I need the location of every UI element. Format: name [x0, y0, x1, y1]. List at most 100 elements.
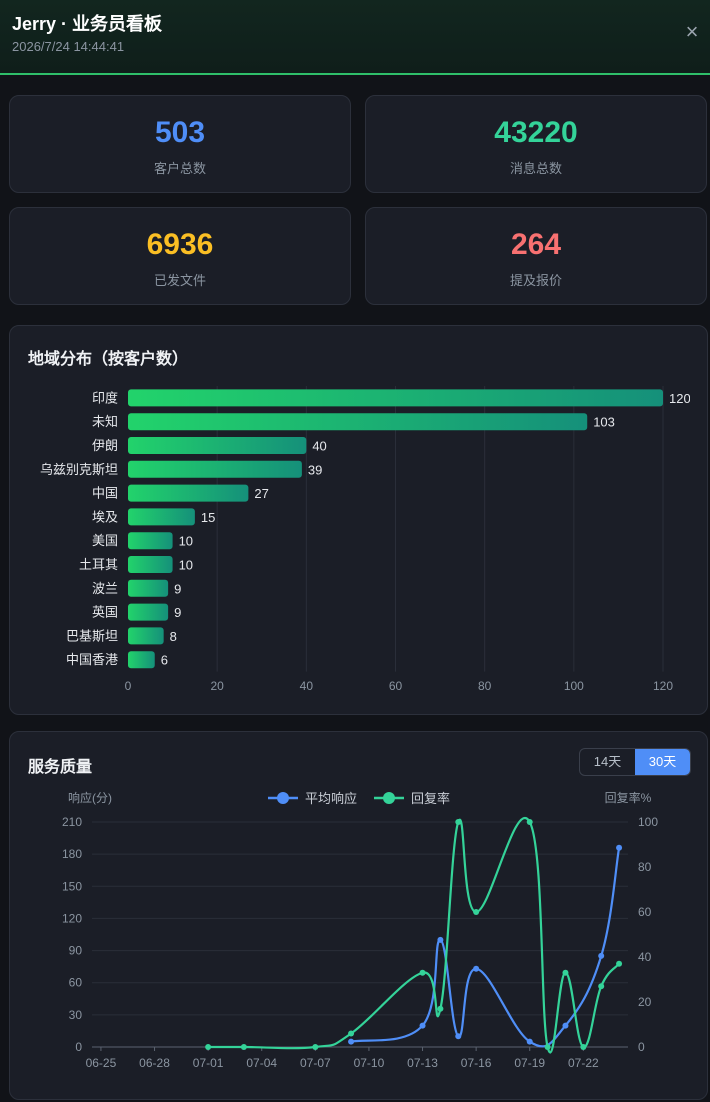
y-left-tick-label: 120 — [62, 911, 82, 925]
x-tick-label: 07-04 — [246, 1056, 277, 1070]
data-point — [526, 1038, 533, 1045]
category-label: 巴基斯坦 — [66, 628, 118, 643]
data-point — [580, 1044, 587, 1050]
y-right-tick-label: 60 — [638, 905, 652, 919]
y-left-tick-label: 90 — [69, 944, 83, 958]
bar-value-label: 103 — [593, 415, 615, 430]
bar — [128, 508, 195, 526]
bar — [128, 556, 173, 573]
stat-label: 已发文件 — [153, 273, 206, 288]
bar-value-label: 9 — [174, 581, 181, 596]
x-tick-label: 60 — [389, 679, 403, 693]
data-point — [598, 983, 605, 990]
range-toggle: 14天 30天 — [579, 748, 691, 776]
legend-label: 回复率 — [411, 791, 450, 806]
stat-value: 6936 — [146, 228, 214, 261]
data-point — [419, 1022, 426, 1029]
bar — [128, 437, 307, 454]
category-label: 土耳其 — [79, 557, 118, 572]
bar — [128, 532, 173, 550]
x-tick-label: 100 — [564, 679, 584, 693]
y-right-tick-label: 0 — [638, 1040, 645, 1054]
data-point — [312, 1044, 319, 1050]
category-label: 中国香港 — [66, 652, 118, 667]
bar — [128, 651, 155, 669]
y-left-tick-label: 150 — [62, 879, 82, 893]
category-label: 埃及 — [92, 509, 118, 524]
bar-value-label: 9 — [174, 605, 181, 620]
y-right-tick-label: 80 — [638, 860, 652, 874]
data-point — [437, 1005, 444, 1012]
stat-card-messages: 43220 消息总数 — [365, 95, 707, 193]
data-point — [348, 1030, 355, 1037]
x-tick-label: 06-28 — [139, 1056, 170, 1070]
y-right-tick-label: 40 — [638, 950, 652, 964]
data-point — [562, 1022, 569, 1029]
y-left-tick-label: 60 — [69, 976, 83, 990]
y-right-tick-label: 100 — [638, 815, 658, 829]
bar-value-label: 15 — [201, 510, 215, 525]
bar-value-label: 39 — [308, 462, 322, 477]
bar — [128, 460, 302, 478]
bar-value-label: 8 — [170, 629, 177, 644]
category-label: 英国 — [92, 605, 118, 620]
bar — [128, 603, 169, 621]
region-title: 地域分布（按客户数） — [28, 351, 189, 368]
x-tick-label: 80 — [478, 679, 492, 693]
bar — [128, 413, 588, 431]
quality-title: 服务质量 — [28, 759, 93, 776]
bar — [128, 389, 663, 407]
y-left-tick-label: 180 — [62, 847, 82, 861]
data-point — [562, 969, 569, 976]
page-title: Jerry · 业务员看板 — [12, 14, 163, 34]
data-point — [455, 1033, 462, 1040]
stat-card-customers: 503 客户总数 — [9, 95, 351, 193]
data-point — [616, 960, 623, 967]
x-tick-label: 07-22 — [568, 1056, 599, 1070]
bar — [128, 484, 249, 502]
stat-value: 503 — [154, 116, 206, 149]
x-tick-label: 06-25 — [86, 1056, 117, 1070]
data-point — [455, 819, 462, 825]
x-tick-label: 120 — [653, 679, 673, 693]
legend-marker — [383, 792, 395, 804]
stat-value: 264 — [510, 228, 562, 261]
legend-label: 平均响应 — [305, 791, 357, 806]
bar — [128, 627, 164, 645]
region-bar-chart: 0 20 40 60 80 100 120 120 103 40 39 27 15 10 10 9 9 86 印度未… — [40, 386, 691, 693]
x-tick-label: 20 — [210, 679, 224, 693]
bar-value-label: 27 — [254, 486, 268, 501]
toggle-14-days[interactable]: 14天 — [593, 754, 622, 769]
data-point — [544, 1044, 551, 1050]
quality-panel: 服务质量 14天 30天 — [9, 731, 708, 1100]
x-tick-label: 40 — [300, 679, 314, 693]
data-point — [240, 1044, 247, 1050]
left-axis-title: 响应(分) — [68, 790, 112, 805]
data-point — [205, 1044, 212, 1050]
right-axis-title: 回复率% — [605, 790, 652, 805]
y-left-tick-label: 210 — [62, 815, 82, 829]
category-label: 美国 — [92, 533, 118, 548]
data-point — [616, 844, 623, 851]
x-tick-label: 07-19 — [514, 1056, 545, 1070]
data-point — [526, 819, 533, 825]
data-point — [419, 969, 426, 976]
close-icon[interactable]: × — [685, 19, 699, 44]
bar-value-label: 10 — [179, 558, 193, 573]
category-label: 伊朗 — [92, 438, 118, 453]
x-tick-label: 07-01 — [193, 1056, 224, 1070]
toggle-30-days[interactable]: 30天 — [635, 749, 690, 775]
x-tick-label: 07-13 — [407, 1056, 438, 1070]
stat-label: 消息总数 — [509, 161, 562, 176]
bar-value-label: 120 — [669, 391, 691, 406]
x-tick-label: 07-16 — [461, 1056, 492, 1070]
bar-value-label: 40 — [312, 439, 326, 454]
data-point — [473, 965, 480, 972]
category-label: 中国 — [92, 486, 118, 501]
x-tick-label: 0 — [125, 679, 132, 693]
series-line — [208, 817, 620, 1054]
bar-value-label: 10 — [179, 534, 193, 549]
bar-group: 120 103 40 39 27 15 10 10 9 9 86 — [128, 389, 691, 669]
series-line — [350, 847, 621, 1048]
y-left-tick-label: 0 — [75, 1040, 82, 1054]
